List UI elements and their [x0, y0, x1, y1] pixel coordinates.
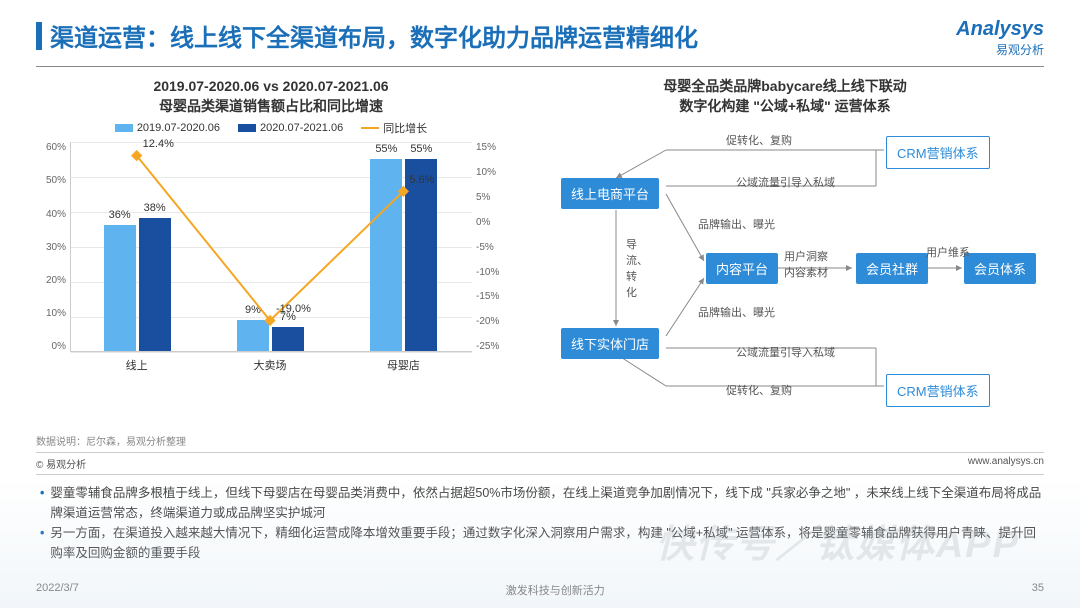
chart-legend: 2019.07-2020.06 2020.07-2021.06 同比增长 [36, 120, 506, 136]
diagram-edge-label: 促转化、复购 [726, 382, 792, 398]
legend-label: 2019.07-2020.06 [137, 122, 220, 134]
diagram-panel: 母婴全品类品牌babycare线上线下联动 数字化构建 "公域+私域" 运营体系… [526, 77, 1044, 427]
chart-title-line2: 母婴品类渠道销售额占比和同比增速 [36, 97, 506, 117]
y-axis-right: 15%10%5%0%-5%-10%-15%-20%-25% [476, 142, 506, 352]
legend-swatch [115, 124, 133, 132]
title-accent-bar [36, 22, 42, 50]
legend-swatch [238, 124, 256, 132]
chart-panel: 2019.07-2020.06 vs 2020.07-2021.06 母婴品类渠… [36, 77, 506, 427]
logo-brand: Analysys [956, 18, 1044, 41]
footer-date: 2022/3/7 [36, 582, 79, 598]
diagram-body: 线上电商平台线下实体门店内容平台会员社群会员体系CRM营销体系CRM营销体系促转… [526, 126, 1044, 416]
chart-title: 2019.07-2020.06 vs 2020.07-2021.06 母婴品类渠… [36, 77, 506, 116]
chart-body: 60%50%40%30%20%10%0% 15%10%5%0%-5%-10%-1… [36, 142, 506, 392]
copyright-bar: © 易观分析 www.analysys.cn [36, 452, 1044, 475]
bar: 55% [405, 159, 437, 352]
logo-subtitle: 易观分析 [956, 41, 1044, 58]
copyright-right: www.analysys.cn [968, 456, 1044, 471]
source-note: 数据说明：尼尔森，易观分析整理 [36, 433, 1044, 448]
diagram-node: 线下实体门店 [561, 328, 659, 359]
bullet-list: 婴童零辅食品牌多根植于线上，但线下母婴店在母婴品类消费中，依然占据超50%市场份… [36, 483, 1044, 563]
logo: Analysys 易观分析 [956, 18, 1044, 58]
diagram-title: 母婴全品类品牌babycare线上线下联动 数字化构建 "公域+私域" 运营体系 [526, 77, 1044, 116]
footer: 2022/3/7 激发科技与创新活力 35 [36, 582, 1044, 598]
diagram-edge-label: 公域流量引导入私域 [736, 174, 835, 190]
bar: 7% [272, 327, 304, 352]
legend-label: 2020.07-2021.06 [260, 122, 343, 134]
bullet-item: 另一方面，在渠道投入越来越大情况下，精细化运营成降本增效重要手段；通过数字化深入… [40, 523, 1044, 563]
diagram-node: 线上电商平台 [561, 178, 659, 209]
diagram-node: 内容平台 [706, 253, 778, 284]
page-title: 渠道运营：线上线下全渠道布局，数字化助力品牌运营精细化 [50, 18, 698, 53]
diagram-edge-label: 品牌输出、曝光 [698, 304, 775, 320]
diagram-edge-label: 用户维系 [926, 244, 970, 260]
bar: 36% [104, 225, 136, 351]
chart-title-line1: 2019.07-2020.06 vs 2020.07-2021.06 [36, 77, 506, 97]
bullet-item: 婴童零辅食品牌多根植于线上，但线下母婴店在母婴品类消费中，依然占据超50%市场份… [40, 483, 1044, 523]
copyright-left: © 易观分析 [36, 456, 86, 471]
bar: 9% [237, 320, 269, 352]
diagram-edge-label: 公域流量引导入私域 [736, 344, 835, 360]
diagram-node: 会员社群 [856, 253, 928, 284]
footer-center: 激发科技与创新活力 [506, 582, 605, 598]
diagram-title-line2: 数字化构建 "公域+私域" 运营体系 [526, 97, 1044, 117]
legend-label: 同比增长 [383, 120, 427, 136]
diagram-title-line1: 母婴全品类品牌babycare线上线下联动 [526, 77, 1044, 97]
diagram-edge-label: 用户洞察 内容素材 [784, 248, 828, 280]
diagram-node: CRM营销体系 [886, 374, 990, 407]
bar: 55% [370, 159, 402, 352]
diagram-edge-label: 导 流、 转 化 [626, 236, 648, 300]
header: 渠道运营：线上线下全渠道布局，数字化助力品牌运营精细化 Analysys 易观分… [36, 18, 1044, 67]
diagram-edge-label: 促转化、复购 [726, 132, 792, 148]
bar: 38% [139, 218, 171, 351]
y-axis-left: 60%50%40%30%20%10%0% [36, 142, 66, 352]
diagram-edge-label: 品牌输出、曝光 [698, 216, 775, 232]
diagram-node: CRM营销体系 [886, 136, 990, 169]
footer-page: 35 [1032, 582, 1044, 598]
legend-line-icon [361, 127, 379, 129]
diagram-node: 会员体系 [964, 253, 1036, 284]
